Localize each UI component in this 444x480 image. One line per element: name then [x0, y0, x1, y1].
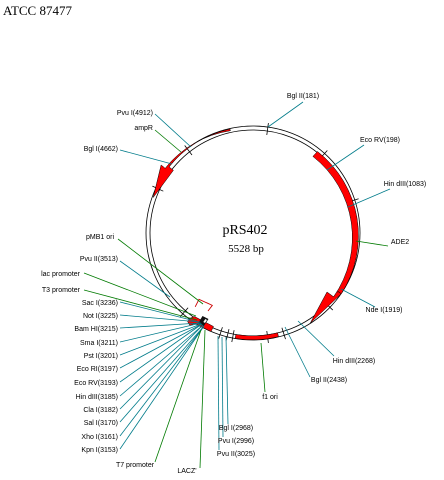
site-label-xho-i-3161: Xho I(3161) — [81, 434, 118, 441]
site-tick-6 — [231, 330, 235, 343]
site-label-hin-diii-3185: Hin dIII(3185) — [76, 394, 118, 401]
site-line-nde-i-1919 — [340, 288, 376, 308]
site-line-bgl-ii-2438 — [284, 326, 311, 378]
site-tick-0 — [266, 123, 269, 136]
site-label-sac-i-3236: Sac I(3236) — [82, 300, 118, 307]
feature-label-t3-promoter: T3 promoter — [42, 287, 81, 294]
feature-line-lacz — [199, 329, 206, 469]
feature-label-t7-promoter: T7 promoter — [116, 462, 155, 469]
site-tick-11 — [184, 145, 193, 156]
site-label-not-i-3225: Not I(3225) — [83, 313, 118, 320]
site-tick-4 — [281, 327, 286, 340]
site-line-pvu-ii-3513 — [119, 260, 171, 298]
feature-arrow-f1-ori — [234, 332, 279, 341]
feature-label-pmb1-ori: pMB1 ori — [86, 234, 114, 241]
feature-line-f1-ori — [260, 342, 266, 393]
site-tick-7 — [225, 329, 230, 341]
site-line-sma-i-3211 — [119, 322, 202, 343]
site-line-kpn-i-3153 — [119, 325, 205, 450]
label-layer: Bgl II(181) Eco RV(198) Hin dIII(1083) Nde … — [41, 93, 426, 475]
feature-label-lac-promoter: lac promoter — [41, 271, 81, 278]
site-label-kpn-i-3153: Kpn I(3153) — [81, 447, 118, 454]
feature-line-pmb1-ori — [117, 238, 204, 305]
lac-promoter-arrow — [194, 298, 213, 312]
site-line-bgl-i-2968 — [225, 336, 229, 425]
leader-lines — [83, 101, 391, 469]
site-label-nde-i-1919: Nde I(1919) — [366, 307, 403, 314]
site-line-eco-rv-3193 — [119, 323, 203, 383]
site-tick-8 — [218, 327, 223, 339]
feature-arrow-ampR — [152, 128, 231, 198]
site-line-eco-ri-3197 — [119, 323, 203, 369]
site-line-pvu-i-2996 — [221, 336, 224, 438]
site-label-hin-diii-1083: Hin dIII(1083) — [384, 181, 426, 188]
site-line-hin-diii-1083 — [347, 188, 391, 208]
site-label-hin-diii-2268: Hin dIII(2268) — [333, 358, 375, 365]
site-line-bam-hi-3215 — [119, 322, 201, 329]
feature-line-ade2 — [355, 240, 389, 247]
site-line-eco-rv-198 — [326, 144, 365, 171]
site-label-eco-rv-3193: Eco RV(3193) — [74, 380, 118, 387]
site-label-cla-i-3182: Cla I(3182) — [83, 407, 118, 414]
feature-line-lac-promoter — [83, 272, 197, 317]
site-label-bgl-ii-181: Bgl II(181) — [287, 93, 319, 100]
site-label-pst-i-3201: Pst I(3201) — [84, 353, 118, 360]
site-line-sal-i-3170 — [119, 325, 205, 423]
site-label-pvu-i-2996: Pvu I(2996) — [218, 438, 254, 445]
site-label-pvu-ii-3025: Pvu II(3025) — [217, 451, 255, 458]
feature-arrow-ADE2 — [310, 151, 359, 324]
site-label-eco-ri-3197: Eco RI(3197) — [77, 366, 118, 373]
site-line-bgl-i-4662 — [119, 149, 173, 165]
site-label-bgl-ii-2438: Bgl II(2438) — [311, 377, 347, 384]
site-line-cla-i-3182 — [119, 324, 204, 410]
feature-label-f1-ori: f1 ori — [262, 394, 278, 401]
site-line-hin-diii-3185 — [119, 324, 204, 397]
feature-label-ampr: ampR — [134, 125, 153, 132]
feature-line-ampr — [154, 129, 182, 153]
site-label-bam-hi-3215: Bam HI(3215) — [74, 326, 118, 333]
site-line-hin-diii-2268 — [297, 320, 335, 357]
site-label-bgl-i-4662: Bgl I(4662) — [84, 146, 118, 153]
site-line-pst-i-3201 — [119, 323, 202, 356]
site-label-sal-i-3170: Sal I(3170) — [84, 420, 118, 427]
site-line-xho-i-3161 — [119, 325, 205, 437]
site-label-sma-i-3211: Sma I(3211) — [80, 340, 118, 347]
tick-layer — [152, 123, 359, 343]
site-tick-9 — [179, 307, 189, 318]
page-title: ATCC 87477 — [3, 3, 72, 18]
site-label-pvu-i-4912: Pvu I(4912) — [117, 110, 153, 117]
site-line-bgl-ii-181 — [267, 101, 304, 128]
site-line-pvu-ii-3025 — [217, 335, 220, 451]
feature-line-t7-promoter — [154, 329, 202, 463]
feature-label-lacz: LACZ' — [177, 468, 196, 475]
plasmid-size: 5528 bp — [228, 243, 264, 255]
feature-line-t3-promoter — [83, 289, 198, 321]
site-label-pvu-ii-3513: Pvu II(3513) — [80, 256, 118, 263]
site-line-sac-i-3236 — [119, 301, 200, 323]
site-label-eco-rv-198: Eco RV(198) — [360, 137, 400, 144]
site-label-bgl-i-2968: Bgl I(2968) — [219, 425, 253, 432]
site-line-not-i-3225 — [119, 314, 201, 323]
mcs-marker — [203, 319, 207, 323]
plasmid-name: pRS402 — [222, 223, 267, 238]
feature-label-ade2: ADE2 — [391, 239, 409, 246]
site-line-pvu-i-4912 — [154, 113, 192, 148]
